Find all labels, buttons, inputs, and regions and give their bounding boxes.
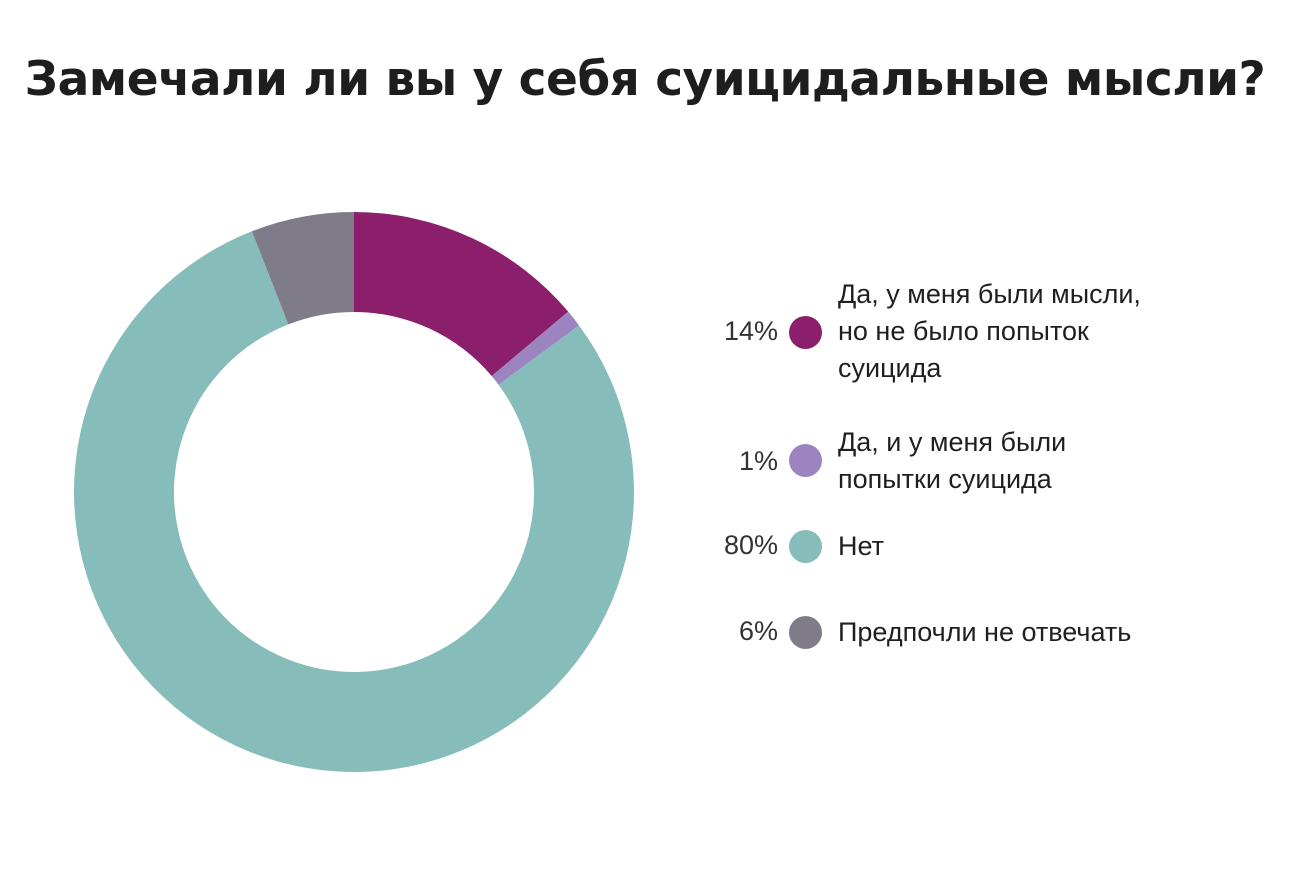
legend-swatch [789, 616, 822, 649]
legend-percent: 14% [723, 316, 778, 346]
legend-percent: 6% [738, 616, 778, 646]
donut-slice [354, 212, 569, 377]
legend-label: Предпочли не отвечать [838, 617, 1132, 647]
donut-slice [74, 231, 634, 773]
legend-swatch [789, 530, 822, 563]
donut-chart [74, 212, 634, 773]
legend-label: Нет [838, 531, 884, 561]
legend-swatch [789, 316, 822, 349]
donut-slice [251, 212, 354, 325]
legend: 14% Да, у меня были мысли, но не было по… [700, 0, 1260, 878]
legend-percent: 80% [723, 530, 778, 560]
chart-title: Замечали ли вы у себя суицидальные мысли… [24, 52, 1266, 107]
legend-label: Да, у меня были мысли, но не было попыто… [838, 279, 1141, 383]
legend-percent: 1% [738, 446, 778, 476]
legend-swatch [789, 444, 822, 477]
legend-label: Да, и у меня были попытки суицида [838, 427, 1067, 494]
donut-slice [491, 311, 579, 385]
